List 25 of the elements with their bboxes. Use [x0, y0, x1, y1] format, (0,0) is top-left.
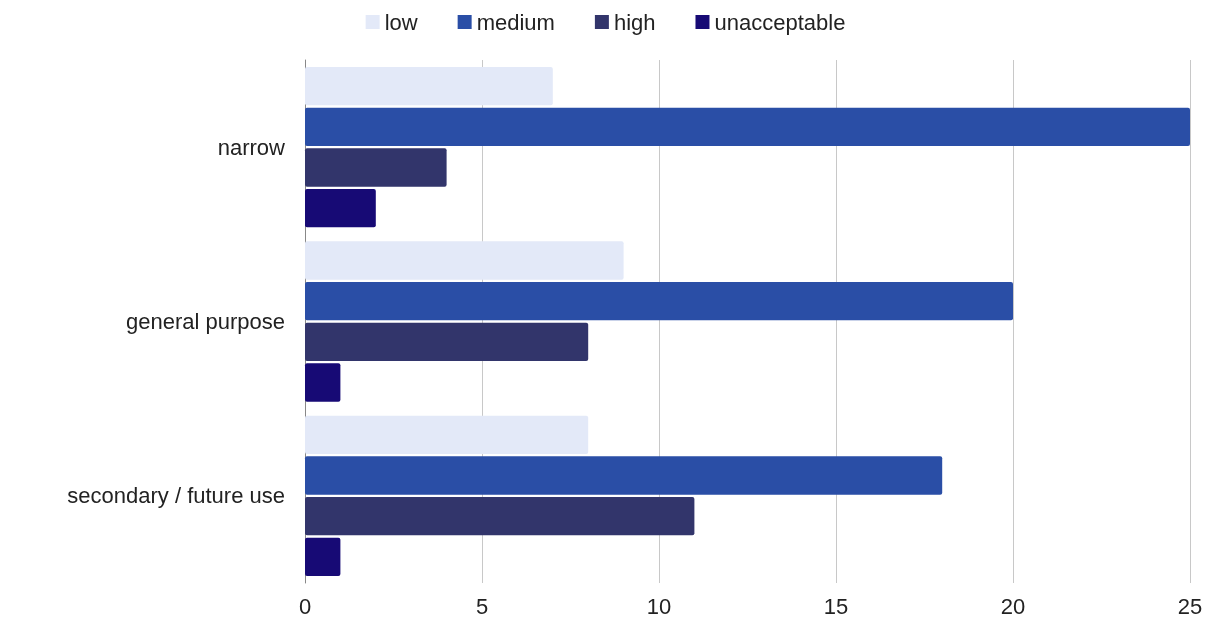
bar [305, 188, 376, 228]
y-tick-label: narrow [217, 134, 286, 160]
x-tick-label: 20 [1000, 593, 1026, 617]
x-tick-label: 10 [646, 593, 672, 617]
bar [305, 456, 943, 495]
bar [305, 415, 589, 455]
bar [305, 148, 447, 187]
y-tick-label: secondary / future use [67, 483, 285, 509]
y-tick-label: general purpose [125, 309, 285, 334]
bar [305, 66, 553, 106]
x-tick-label: 15 [823, 593, 849, 617]
x-tick-label: 0 [298, 593, 312, 617]
bar [305, 322, 589, 362]
bar [305, 363, 341, 402]
legend-label: high [613, 9, 656, 35]
bar [305, 241, 624, 280]
legend-label: medium [476, 9, 555, 35]
x-tick-label: 25 [1177, 593, 1203, 617]
bar [305, 281, 1013, 321]
bar [305, 107, 1190, 147]
bar [305, 537, 341, 577]
x-tick-label: 5 [475, 593, 489, 617]
legend-label: low [384, 9, 418, 35]
bar [305, 496, 695, 536]
legend-label: unacceptable [714, 9, 846, 35]
